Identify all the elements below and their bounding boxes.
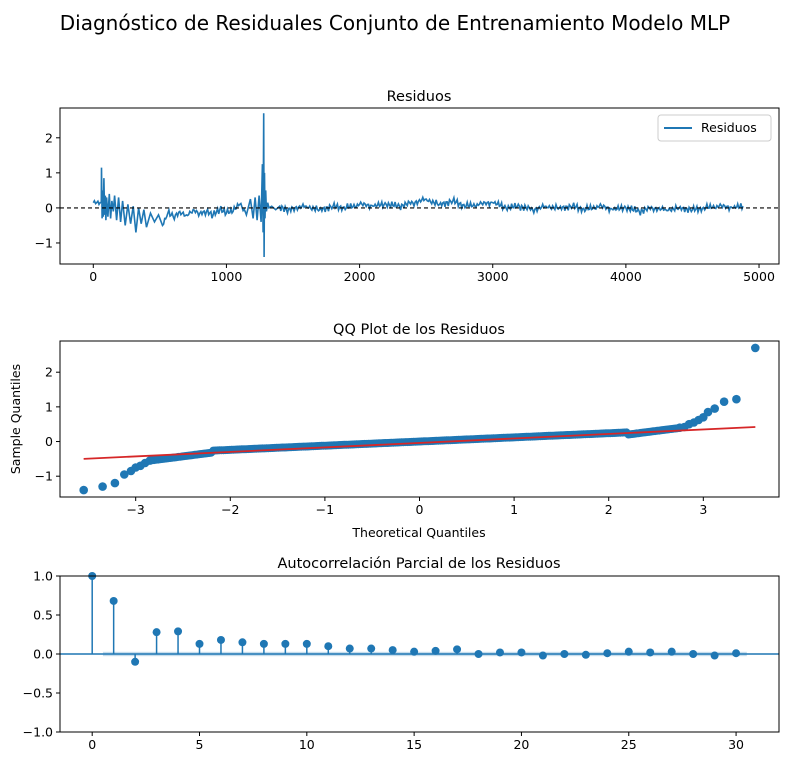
- pacf-xtick-label: 30: [728, 737, 744, 752]
- pacf-point: [453, 645, 462, 654]
- pacf-ytick-label: 0.5: [33, 608, 53, 623]
- pacf-point: [538, 651, 547, 660]
- residuals-xtick-label: 2000: [344, 269, 376, 284]
- qq-tail-point: [710, 404, 719, 413]
- pacf-ytick-label: −1.0: [23, 725, 53, 740]
- residuals-axes-frame: [59, 107, 780, 265]
- qq-ytick-label: 2: [45, 365, 53, 380]
- pacf-point: [689, 650, 698, 658]
- qq-ytick-label: 1: [45, 399, 53, 414]
- qq-xtick-label: 1: [510, 502, 518, 517]
- pacf-point: [646, 648, 655, 657]
- qq-ylabel: Sample Quantiles: [8, 364, 23, 474]
- qq-xtick-label: 2: [605, 502, 613, 517]
- pacf-point: [259, 639, 268, 648]
- pacf-point: [131, 657, 140, 666]
- qq-tail-point: [719, 397, 729, 407]
- pacf-point: [624, 647, 633, 656]
- residuals-ytick-label: −1: [35, 235, 53, 250]
- qq-tail-point: [732, 394, 741, 404]
- pacf-point: [109, 596, 118, 605]
- pacf-point: [238, 638, 247, 647]
- pacf-point: [302, 639, 311, 648]
- qq-xtick-label: −1: [316, 502, 334, 517]
- pacf-panel: Autocorrelación Parcial de los Residuos …: [23, 556, 780, 752]
- pacf-point: [495, 648, 504, 657]
- pacf-point: [367, 644, 376, 653]
- pacf-point: [345, 644, 354, 653]
- pacf-point: [216, 635, 225, 644]
- qq-xtick-label: −3: [126, 502, 144, 517]
- pacf-point: [281, 639, 290, 648]
- pacf-title: Autocorrelación Parcial de los Residuos: [277, 556, 560, 572]
- pacf-point: [667, 647, 676, 656]
- pacf-point: [474, 650, 483, 658]
- pacf-point: [324, 642, 333, 651]
- pacf-xtick-label: 25: [621, 737, 637, 752]
- residuals-xtick-label: 1000: [211, 269, 243, 284]
- pacf-point: [560, 650, 569, 658]
- pacf-ytick-label: −0.5: [23, 686, 53, 701]
- pacf-point: [603, 649, 612, 658]
- residuals-xtick-label: 3000: [477, 269, 509, 284]
- qq-ytick-label: 0: [45, 434, 53, 449]
- pacf-ytick-label: 0.0: [33, 647, 53, 662]
- pacf-point: [710, 651, 719, 660]
- residuals-legend: Residuos: [657, 114, 772, 142]
- pacf-point: [152, 628, 161, 637]
- pacf-point: [517, 648, 526, 657]
- pacf-point: [195, 639, 204, 648]
- pacf-ytick-label: 1.0: [33, 569, 53, 584]
- qq-axes-frame: [59, 340, 780, 498]
- qq-xlabel: Theoretical Quantiles: [351, 525, 485, 540]
- qq-tail-point: [79, 485, 88, 495]
- qq-xtick-label: −2: [221, 502, 239, 517]
- residuals-legend-label: Residuos: [701, 120, 757, 135]
- qq-tail-point: [110, 478, 120, 488]
- pacf-point: [732, 649, 741, 658]
- qq-tail-point: [751, 343, 760, 353]
- qq-xtick-label: 3: [699, 502, 707, 517]
- residuals-series-line: [92, 113, 744, 258]
- residuals-xtick-label: 0: [89, 269, 97, 284]
- residuals-ytick-label: 2: [45, 130, 53, 145]
- pacf-point: [174, 627, 183, 636]
- qq-tail-point: [120, 470, 129, 479]
- pacf-xtick-label: 5: [196, 737, 204, 752]
- qq-ytick-label: −1: [35, 469, 53, 484]
- qq-title: QQ Plot de los Residuos: [333, 322, 505, 338]
- pacf-point: [410, 647, 419, 656]
- residuals-title: Residuos: [387, 89, 452, 105]
- qq-xtick-label: 0: [416, 502, 424, 517]
- pacf-point: [388, 646, 397, 655]
- pacf-xtick-label: 15: [406, 737, 422, 752]
- residuals-xtick-label: 5000: [743, 269, 775, 284]
- qq-tail-point: [98, 482, 107, 491]
- pacf-xtick-label: 20: [513, 737, 529, 752]
- qq-reference-line: [83, 426, 756, 460]
- qq-panel: QQ Plot de los Residuos −3 −2 −1 0 1 2 3−1012 …: [8, 322, 780, 540]
- pacf-xtick-label: 10: [299, 737, 315, 752]
- residuals-ytick-label: 1: [45, 165, 53, 180]
- residuals-ytick-label: 0: [45, 200, 53, 215]
- qq-tail-point: [703, 407, 713, 417]
- residuals-panel: Residuos 0 1000 2000 3000 4000 5000 −1 0 1 2 Resi…: [35, 89, 780, 284]
- pacf-point: [581, 650, 590, 659]
- pacf-xtick-label: 0: [88, 737, 96, 752]
- pacf-point: [431, 646, 440, 655]
- residuals-xtick-label: 4000: [610, 269, 642, 284]
- figure-title: Diagnóstico de Residuales Conjunto de En…: [60, 11, 730, 35]
- qq-tail-point: [145, 456, 155, 465]
